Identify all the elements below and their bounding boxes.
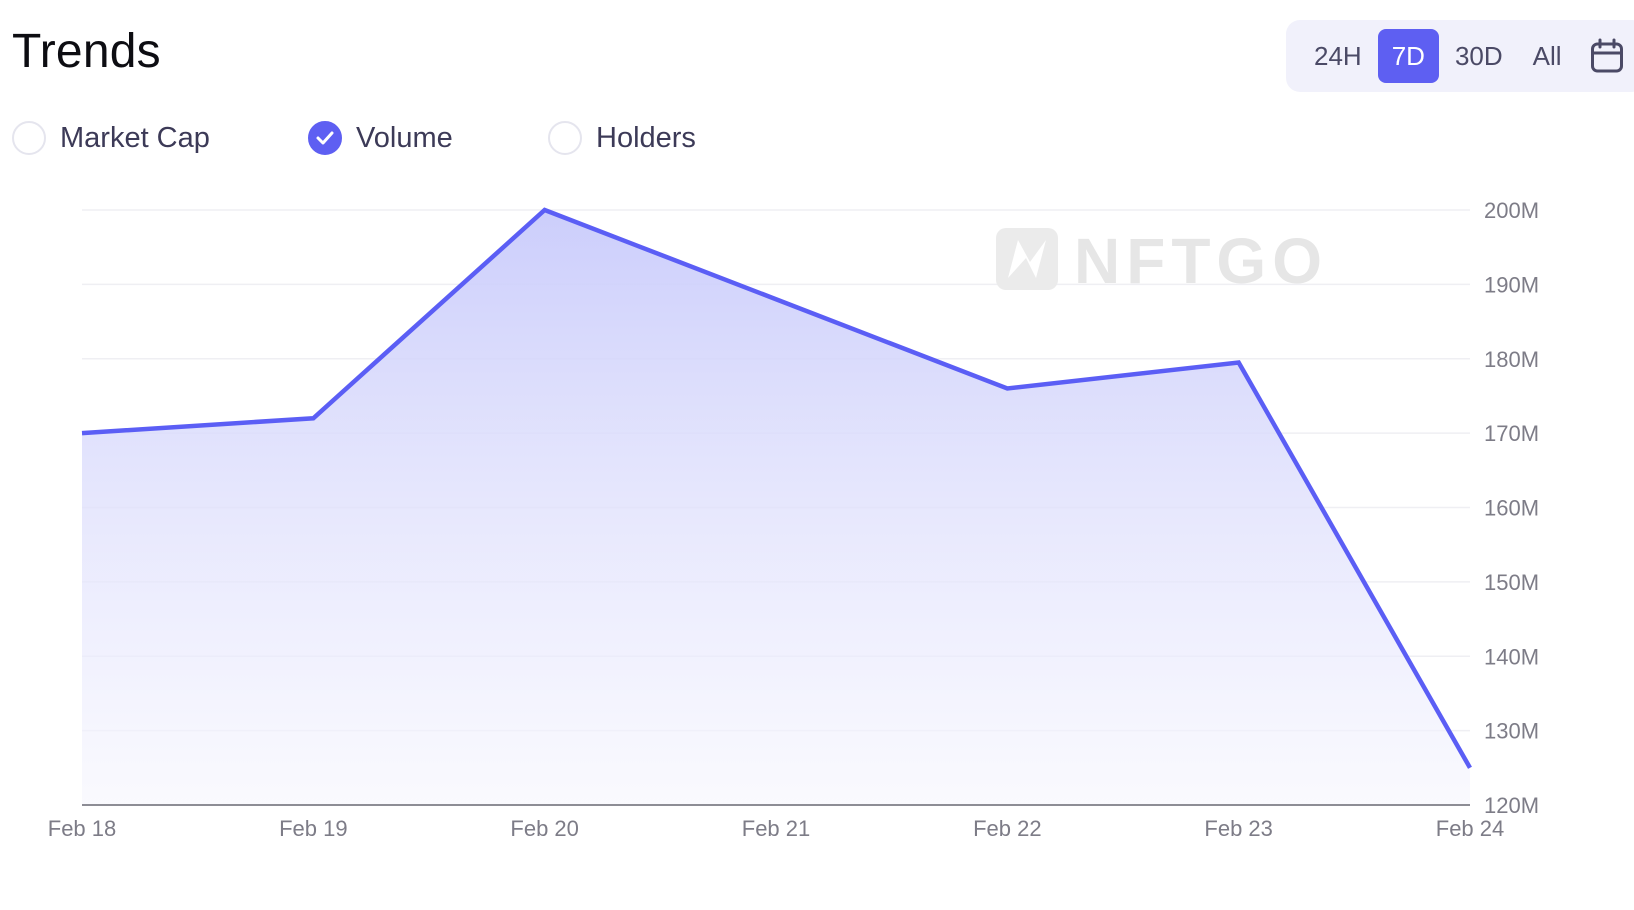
x-tick-label: Feb 21 <box>742 816 811 841</box>
y-tick-label: 150M <box>1484 570 1539 595</box>
nftgo-logo-icon <box>996 228 1058 290</box>
holders-radio[interactable] <box>548 121 582 155</box>
series-line <box>76 204 1476 774</box>
x-tick-label: Feb 22 <box>973 816 1042 841</box>
y-tick-label: 120M <box>1484 793 1539 818</box>
volume-label: Volume <box>356 121 453 154</box>
x-tick-labels: Feb 18 Feb 19 Feb 20 Feb 21 Feb 22 Feb 23 Feb … <box>48 816 1505 841</box>
time-range-toggle: 24H 7D 30D All <box>1286 20 1634 92</box>
data-point[interactable] <box>1001 383 1013 395</box>
holders-label: Holders <box>596 121 696 154</box>
range-7d-button[interactable]: 7D <box>1377 29 1439 83</box>
checkmark-icon <box>316 131 334 145</box>
y-tick-label: 190M <box>1484 272 1539 297</box>
x-tick-label: Feb 20 <box>510 816 579 841</box>
y-tick-labels: 120M 130M 140M 150M 160M 170M 180M 190M 200M <box>1484 198 1539 818</box>
y-tick-label: 170M <box>1484 421 1539 446</box>
calendar-icon-graphic <box>1590 38 1623 73</box>
calendar-icon[interactable] <box>1586 29 1628 83</box>
market-cap-label: Market Cap <box>60 121 210 154</box>
volume-trend-chart: NFTGO Feb 18 Feb 19 Feb 20 Feb 21 Feb 22 Feb … <box>48 198 1539 841</box>
y-tick-label: 140M <box>1484 644 1539 669</box>
page-title: Trends <box>12 25 161 78</box>
metric-holders[interactable]: Holders <box>548 110 696 166</box>
data-point[interactable] <box>770 293 782 305</box>
nftgo-watermark: NFTGO <box>996 225 1328 297</box>
x-tick-label: Feb 24 <box>1436 816 1505 841</box>
y-tick-label: 160M <box>1484 496 1539 521</box>
market-cap-radio[interactable] <box>12 121 46 155</box>
y-tick-label: 130M <box>1484 719 1539 744</box>
range-all-button[interactable]: All <box>1532 40 1562 71</box>
data-point[interactable] <box>1464 762 1476 774</box>
volume-radio[interactable] <box>308 121 342 155</box>
range-24h-button[interactable]: 24H <box>1314 40 1362 71</box>
data-point[interactable] <box>539 204 551 216</box>
x-tick-label: Feb 18 <box>48 816 117 841</box>
range-30d-button[interactable]: 30D <box>1454 40 1503 71</box>
metric-selector: Market Cap Volume Holders <box>12 110 912 166</box>
y-tick-label: 200M <box>1484 198 1539 223</box>
area-fill <box>82 210 1470 805</box>
x-tick-label: Feb 23 <box>1204 816 1273 841</box>
x-tick-label: Feb 19 <box>279 816 348 841</box>
data-point[interactable] <box>1233 356 1245 368</box>
volume-area <box>82 210 1470 805</box>
y-tick-label: 180M <box>1484 347 1539 372</box>
volume-series-line <box>81 207 1472 769</box>
metric-volume[interactable]: Volume <box>308 110 453 166</box>
data-point[interactable] <box>307 412 319 424</box>
data-point[interactable] <box>76 427 88 439</box>
metric-market-cap[interactable]: Market Cap <box>12 110 210 166</box>
watermark-text: NFTGO <box>1074 225 1328 297</box>
